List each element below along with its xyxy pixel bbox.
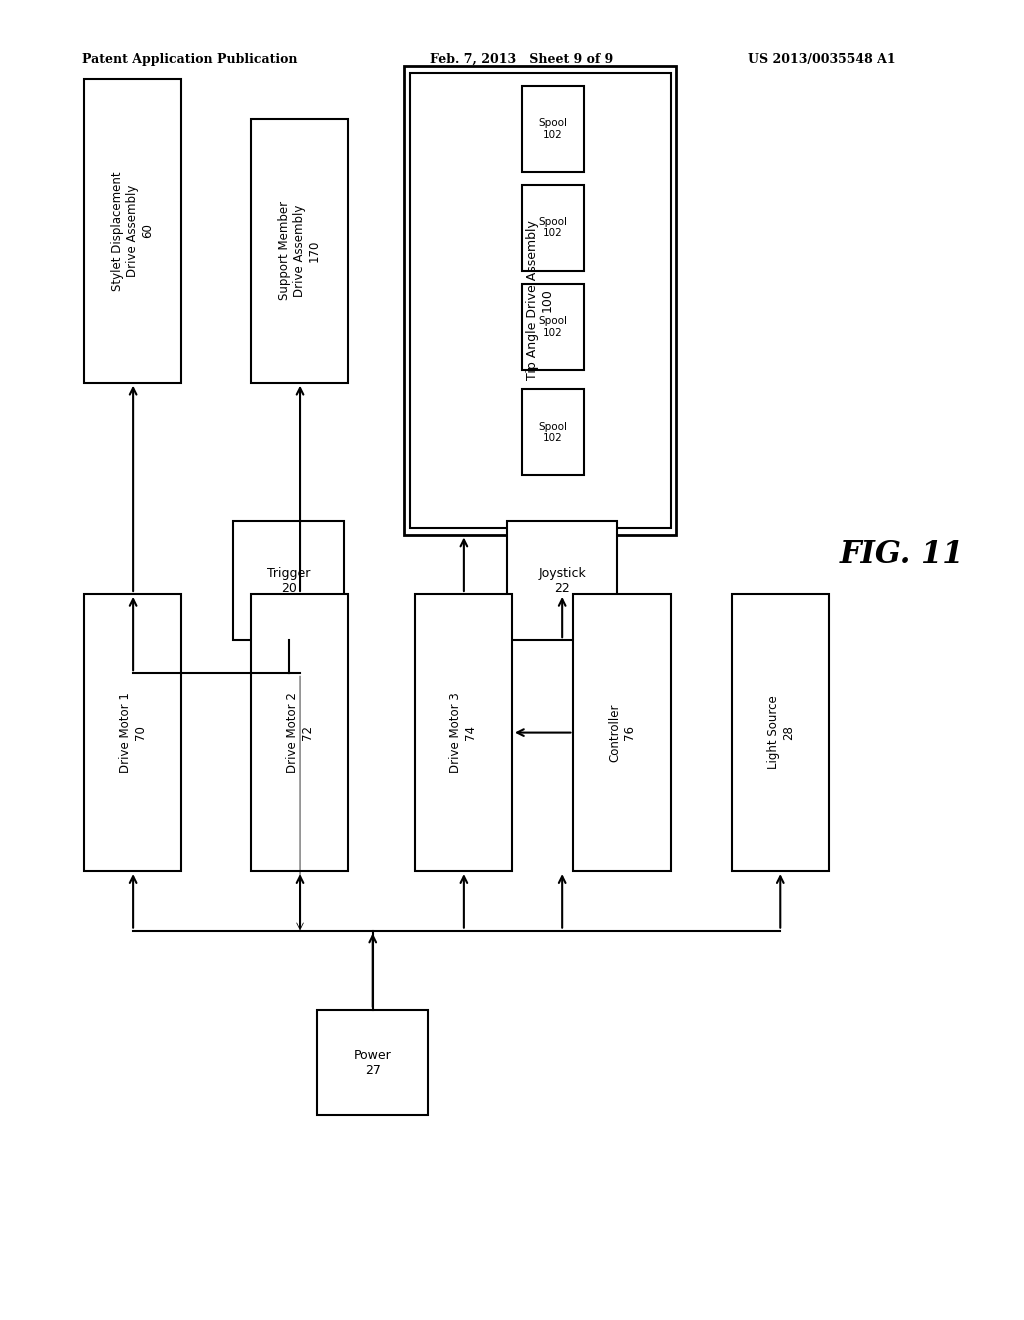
FancyBboxPatch shape: [415, 594, 512, 871]
Text: Feb. 7, 2013   Sheet 9 of 9: Feb. 7, 2013 Sheet 9 of 9: [430, 53, 613, 66]
Text: Drive Motor 3
74: Drive Motor 3 74: [450, 692, 477, 774]
FancyBboxPatch shape: [522, 284, 584, 370]
Text: Tip Angle Drive Assembly
100: Tip Angle Drive Assembly 100: [526, 220, 554, 380]
Text: Light Source
28: Light Source 28: [767, 696, 795, 770]
FancyBboxPatch shape: [507, 521, 617, 640]
Text: Stylet Displacement
Drive Assembly
60: Stylet Displacement Drive Assembly 60: [112, 172, 154, 290]
Text: Drive Motor 1
70: Drive Motor 1 70: [119, 692, 146, 774]
Text: FIG. 11: FIG. 11: [840, 539, 965, 570]
FancyBboxPatch shape: [732, 594, 829, 871]
FancyBboxPatch shape: [410, 73, 671, 528]
Text: Power
27: Power 27: [354, 1048, 391, 1077]
Text: Controller
76: Controller 76: [608, 704, 636, 762]
Text: Support Member
Drive Assembly
170: Support Member Drive Assembly 170: [279, 201, 321, 301]
FancyBboxPatch shape: [573, 594, 671, 871]
FancyBboxPatch shape: [404, 66, 676, 535]
FancyBboxPatch shape: [233, 521, 344, 640]
Text: Patent Application Publication: Patent Application Publication: [82, 53, 297, 66]
FancyBboxPatch shape: [251, 119, 348, 383]
Text: Spool
102: Spool 102: [539, 421, 567, 444]
Text: Trigger
20: Trigger 20: [267, 566, 310, 595]
Text: Spool
102: Spool 102: [539, 315, 567, 338]
FancyBboxPatch shape: [522, 86, 584, 172]
FancyBboxPatch shape: [522, 185, 584, 271]
FancyBboxPatch shape: [317, 1010, 428, 1115]
FancyBboxPatch shape: [251, 594, 348, 871]
Text: US 2013/0035548 A1: US 2013/0035548 A1: [748, 53, 895, 66]
FancyBboxPatch shape: [84, 79, 181, 383]
FancyBboxPatch shape: [522, 389, 584, 475]
Text: Spool
102: Spool 102: [539, 117, 567, 140]
FancyBboxPatch shape: [84, 594, 181, 871]
Text: Joystick
22: Joystick 22: [539, 566, 586, 595]
Text: Spool
102: Spool 102: [539, 216, 567, 239]
Text: Drive Motor 2
72: Drive Motor 2 72: [286, 692, 313, 774]
